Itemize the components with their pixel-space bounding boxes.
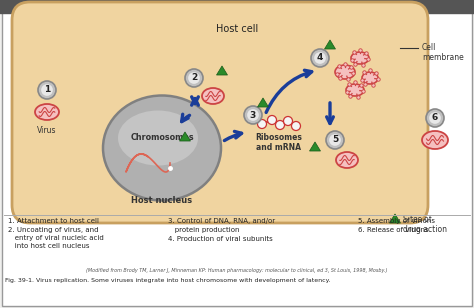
Circle shape — [38, 81, 56, 99]
Ellipse shape — [118, 111, 198, 165]
Polygon shape — [325, 40, 336, 49]
Ellipse shape — [422, 131, 448, 149]
Circle shape — [292, 121, 301, 131]
Text: 4: 4 — [317, 54, 323, 63]
Circle shape — [329, 134, 341, 146]
Text: into host cell nucleus: into host cell nucleus — [8, 243, 90, 249]
Text: Cell
membrane: Cell membrane — [422, 43, 464, 63]
Text: Host nucleus: Host nucleus — [131, 196, 192, 205]
Circle shape — [267, 116, 276, 124]
Text: 5. Assembly of virions: 5. Assembly of virions — [358, 218, 435, 224]
Text: (Modified from Brody TM, Larner J, Minneman KP: Human pharmacology: molecular to: (Modified from Brody TM, Larner J, Minne… — [86, 268, 388, 273]
Ellipse shape — [351, 52, 369, 64]
FancyBboxPatch shape — [2, 12, 472, 306]
Ellipse shape — [35, 104, 59, 120]
FancyBboxPatch shape — [12, 2, 428, 223]
Ellipse shape — [103, 95, 221, 201]
Circle shape — [429, 112, 441, 124]
Polygon shape — [390, 214, 401, 223]
Polygon shape — [310, 142, 320, 151]
Text: 1. Attachment to host cell: 1. Attachment to host cell — [8, 218, 99, 224]
Text: 2: 2 — [191, 74, 197, 83]
Text: Ribosomes
and mRNA: Ribosomes and mRNA — [255, 133, 302, 152]
Text: Host cell: Host cell — [216, 24, 258, 34]
Circle shape — [311, 49, 329, 67]
Circle shape — [188, 72, 200, 84]
Text: Virus: Virus — [37, 126, 57, 135]
Text: Chromosomes: Chromosomes — [130, 133, 194, 143]
Text: 6. Release of virions: 6. Release of virions — [358, 227, 428, 233]
Ellipse shape — [362, 72, 378, 84]
Text: protein production: protein production — [168, 227, 239, 233]
Circle shape — [326, 131, 344, 149]
Text: entry of viral nucleic acid: entry of viral nucleic acid — [8, 235, 104, 241]
Circle shape — [185, 69, 203, 87]
Text: Sites of
drug action: Sites of drug action — [403, 215, 447, 234]
Circle shape — [275, 120, 284, 129]
Circle shape — [283, 116, 292, 125]
Ellipse shape — [336, 152, 358, 168]
Text: Fig. 39-1. Virus replication. Some viruses integrate into host chromosome with d: Fig. 39-1. Virus replication. Some virus… — [5, 278, 330, 283]
Circle shape — [244, 106, 262, 124]
Circle shape — [41, 84, 53, 96]
Circle shape — [426, 109, 444, 127]
Polygon shape — [217, 66, 228, 75]
Text: 6: 6 — [432, 114, 438, 123]
Text: 3. Control of DNA, RNA, and/or: 3. Control of DNA, RNA, and/or — [168, 218, 275, 224]
Text: 2. Uncoating of virus, and: 2. Uncoating of virus, and — [8, 227, 99, 233]
Ellipse shape — [335, 65, 355, 79]
Text: 3: 3 — [250, 111, 256, 120]
Circle shape — [257, 120, 266, 128]
Circle shape — [314, 52, 326, 64]
Polygon shape — [257, 98, 268, 107]
Text: 4. Production of viral subunits: 4. Production of viral subunits — [168, 236, 273, 242]
Text: 5: 5 — [332, 136, 338, 144]
Ellipse shape — [346, 84, 364, 96]
Text: 1: 1 — [44, 86, 50, 95]
Circle shape — [247, 109, 259, 121]
Ellipse shape — [202, 88, 224, 104]
Polygon shape — [180, 132, 191, 141]
